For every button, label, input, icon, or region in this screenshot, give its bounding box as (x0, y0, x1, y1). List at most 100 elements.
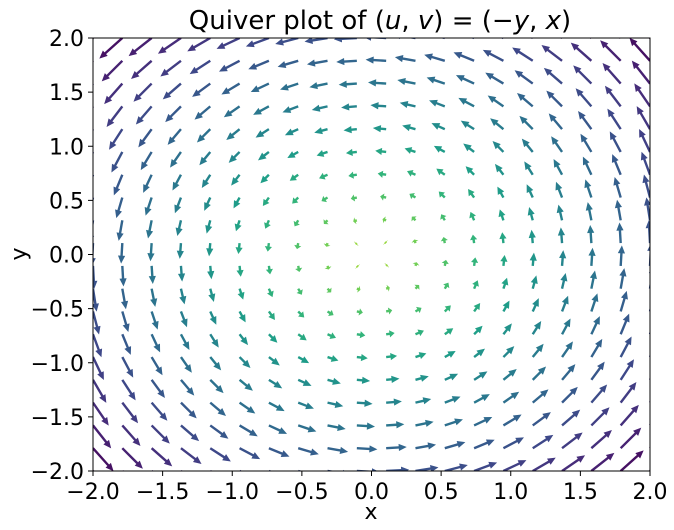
quiver-arrow (402, 124, 416, 132)
quiver-arrow (502, 368, 517, 381)
quiver-arrow (93, 424, 112, 449)
quiver-arrow (645, 220, 650, 244)
quiver-arrow (237, 288, 245, 300)
quiver-arrow (460, 120, 475, 131)
quiver-arrow (365, 38, 387, 41)
quiver-arrow (551, 136, 564, 153)
quiver-arrow (150, 401, 168, 421)
quiver-arrow (438, 191, 446, 199)
quiver-arrow (472, 280, 479, 290)
quiver-arrow (589, 270, 597, 289)
quiver-arrow (498, 209, 506, 221)
quiver-arrow (209, 401, 226, 416)
quiver-arrow (238, 356, 251, 368)
quiver-arrow (209, 447, 231, 462)
quiver-arrow (356, 422, 375, 430)
x-tick-label: 1.5 (563, 480, 598, 505)
quiver-arrow (338, 80, 357, 88)
quiver-arrow (327, 377, 341, 385)
y-tick-label: −2.0 (31, 460, 84, 485)
quiver-arrow (494, 163, 505, 176)
quiver-arrow (397, 77, 416, 86)
quiver-arrow (431, 123, 446, 131)
quiver-arrow (297, 424, 317, 433)
quiver-arrow (356, 353, 368, 362)
quiver-arrow (614, 199, 622, 221)
quiver-arrow (415, 397, 432, 405)
quiver-arrow (519, 115, 534, 131)
quiver-arrow (415, 329, 424, 337)
quiver-arrow (578, 111, 593, 130)
quiver-arrow (473, 303, 481, 313)
quiver-arrow (167, 128, 182, 145)
quiver-arrow (415, 465, 439, 471)
quiver-arrow (631, 60, 650, 85)
quiver-arrow (618, 38, 621, 39)
quiver-arrow (500, 255, 508, 267)
quiver-arrow (642, 174, 650, 198)
quiver-arrow (497, 186, 505, 199)
x-tick-label: 0.5 (424, 480, 459, 505)
quiver-arrow (561, 386, 578, 404)
x-tick-label: −0.5 (275, 480, 328, 505)
quiver-arrow (526, 184, 534, 199)
quiver-arrow (414, 284, 420, 290)
quiver-arrow (443, 282, 450, 290)
quiver-arrow (201, 174, 212, 189)
quiver-arrow (343, 126, 357, 134)
quiver-arrow (138, 128, 153, 148)
quiver-arrow (353, 217, 358, 225)
quiver-arrow (560, 272, 568, 289)
quiver-arrow (148, 265, 156, 285)
quiver-arrow (548, 113, 563, 130)
quiver-arrow (370, 102, 387, 110)
quiver-arrow (648, 38, 650, 39)
quiver-arrow (306, 59, 328, 67)
x-tick-label: −1.5 (136, 480, 189, 505)
quiver-arrow (93, 106, 94, 109)
quiver-arrow (292, 196, 300, 204)
quiver-arrow (589, 38, 592, 39)
quiver-arrow (238, 310, 246, 323)
quiver-arrow (238, 424, 258, 437)
quiver-arrow (150, 311, 159, 330)
quiver-arrow (415, 442, 437, 450)
quiver-arrow (649, 400, 650, 403)
quiver-arrow (209, 310, 217, 325)
quiver-arrow (455, 75, 475, 85)
quiver-arrow (356, 331, 366, 339)
y-tick-label: 0.0 (49, 244, 84, 269)
quiver-arrow (146, 220, 154, 239)
quiver-arrow (604, 85, 622, 108)
quiver-arrow (101, 59, 124, 82)
quiver-arrow (619, 382, 637, 404)
quiver-arrow (177, 265, 186, 282)
plot-frame (92, 37, 651, 472)
quiver-arrow (619, 268, 627, 289)
quiver-arrow (264, 242, 272, 252)
quiver-arrow (216, 38, 241, 49)
quiver-arrow (441, 259, 449, 267)
quiver-arrow (255, 128, 270, 138)
quiver-arrow (157, 38, 182, 54)
quiver-arrow (356, 376, 371, 384)
quiver-arrow (280, 82, 299, 91)
quiver-arrow (648, 377, 650, 380)
quiver-arrow (296, 288, 303, 295)
quiver-arrow (275, 38, 299, 46)
quiver-arrow (502, 437, 524, 450)
quiver-arrow (502, 300, 510, 313)
quiver-arrow (199, 151, 212, 166)
quiver-arrow (180, 379, 195, 396)
quiver-arrow (386, 375, 400, 383)
quiver-arrow (386, 352, 398, 361)
quiver-arrow (356, 399, 373, 407)
y-tick-label: 2.0 (49, 27, 84, 52)
quiver-arrow (250, 82, 270, 93)
quiver-arrow (546, 90, 563, 108)
quiver-arrow (131, 59, 153, 79)
quiver-arrow (444, 463, 468, 471)
quiver-arrow (267, 288, 274, 298)
quiver-arrow (150, 356, 163, 376)
quiver-arrow (135, 105, 153, 125)
